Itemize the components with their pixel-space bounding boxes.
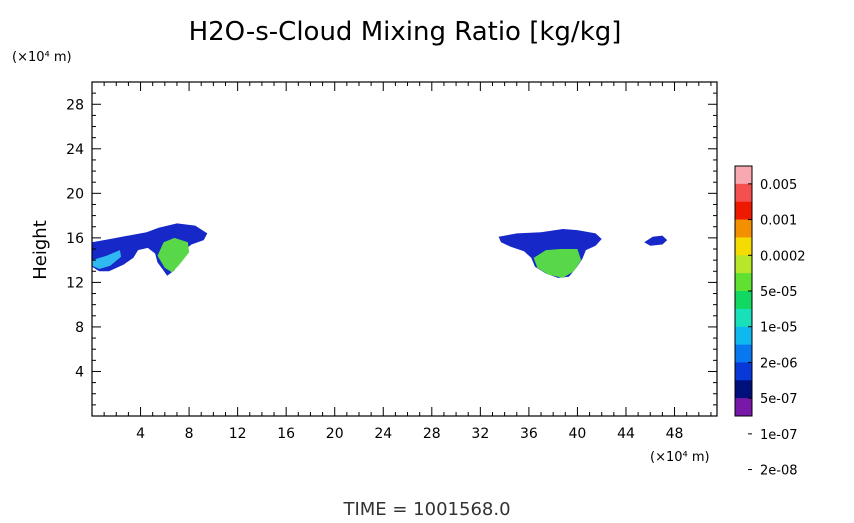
chart-title: H2O-s-Cloud Mixing Ratio [kg/kg] — [189, 17, 622, 47]
colorbar-label: 1e-05 — [760, 321, 798, 336]
x-tick-label: 4 — [136, 426, 145, 442]
colorbar-swatch — [735, 398, 752, 417]
cloud-far-right-small — [644, 235, 668, 246]
y-tick-label: 20 — [66, 186, 84, 202]
y-tick-label: 12 — [66, 275, 84, 291]
colorbar-label: 0.005 — [760, 178, 797, 193]
colorbar-swatch — [735, 255, 752, 274]
x-tick-label: 44 — [617, 426, 635, 442]
x-tick-label: 36 — [520, 426, 538, 442]
x-tick-label: 28 — [423, 426, 441, 442]
x-tick-label: 8 — [185, 426, 194, 442]
cloud-left-edge-inner — [92, 250, 122, 269]
colorbar-swatch — [735, 237, 752, 256]
colorbar-label: 2e-06 — [760, 356, 798, 371]
x-axis-unit: (×10⁴ m) — [650, 450, 710, 465]
data-layer — [92, 223, 668, 278]
cloud-left-edge-core — [157, 237, 190, 273]
y-tick-label: 8 — [75, 320, 84, 336]
colorbar-label: 0.001 — [760, 214, 797, 229]
y-axis-unit: (×10⁴ m) — [12, 50, 72, 65]
colorbar-label: 5e-07 — [760, 392, 798, 407]
cloud-left-edge — [92, 223, 208, 276]
colorbar-swatch — [735, 183, 752, 203]
colorbar-label: 5e-05 — [760, 285, 798, 300]
colorbar: 0.005 0.001 0.0002 5e-05 1e-05 2e-06 5e-07 1e-0… — [734, 165, 806, 479]
colorbar-swatch — [735, 201, 752, 220]
cloud-left-edge-outer — [92, 223, 208, 276]
colorbar-swatch — [735, 219, 752, 238]
x-tick-label: 48 — [666, 426, 684, 442]
colorbar-swatch — [735, 362, 752, 381]
y-tick-label: 16 — [66, 231, 84, 247]
colorbar-swatch — [735, 273, 752, 292]
colorbar-swatch — [735, 166, 752, 185]
colorbar-label: 2e-08 — [760, 464, 798, 479]
colorbar-swatch — [735, 308, 752, 328]
colorbar-swatch — [735, 344, 752, 363]
y-tick-label: 4 — [75, 364, 84, 380]
y-tick-label: 24 — [66, 142, 84, 158]
cloud-far-right-small-outer — [644, 235, 668, 246]
time-label: TIME = 1001568.0 — [342, 499, 510, 519]
x-tick-label: 40 — [569, 426, 587, 442]
x-tick-label: 24 — [374, 426, 392, 442]
colorbar-label: 0.0002 — [760, 249, 806, 264]
cloud-center-right — [498, 229, 602, 278]
x-tick-label: 16 — [277, 426, 295, 442]
y-axis-label: Height — [30, 220, 51, 280]
x-tick-label: 32 — [471, 426, 489, 442]
colorbar-swatch — [735, 380, 752, 399]
y-tick-label: 28 — [66, 97, 84, 113]
x-tick-label: 12 — [229, 426, 247, 442]
cloud-center-right-core — [533, 249, 582, 278]
colorbar-swatch — [735, 291, 752, 310]
x-tick-label: 20 — [326, 426, 344, 442]
colorbar-swatch — [735, 326, 752, 345]
colorbar-label: 1e-07 — [760, 428, 798, 443]
